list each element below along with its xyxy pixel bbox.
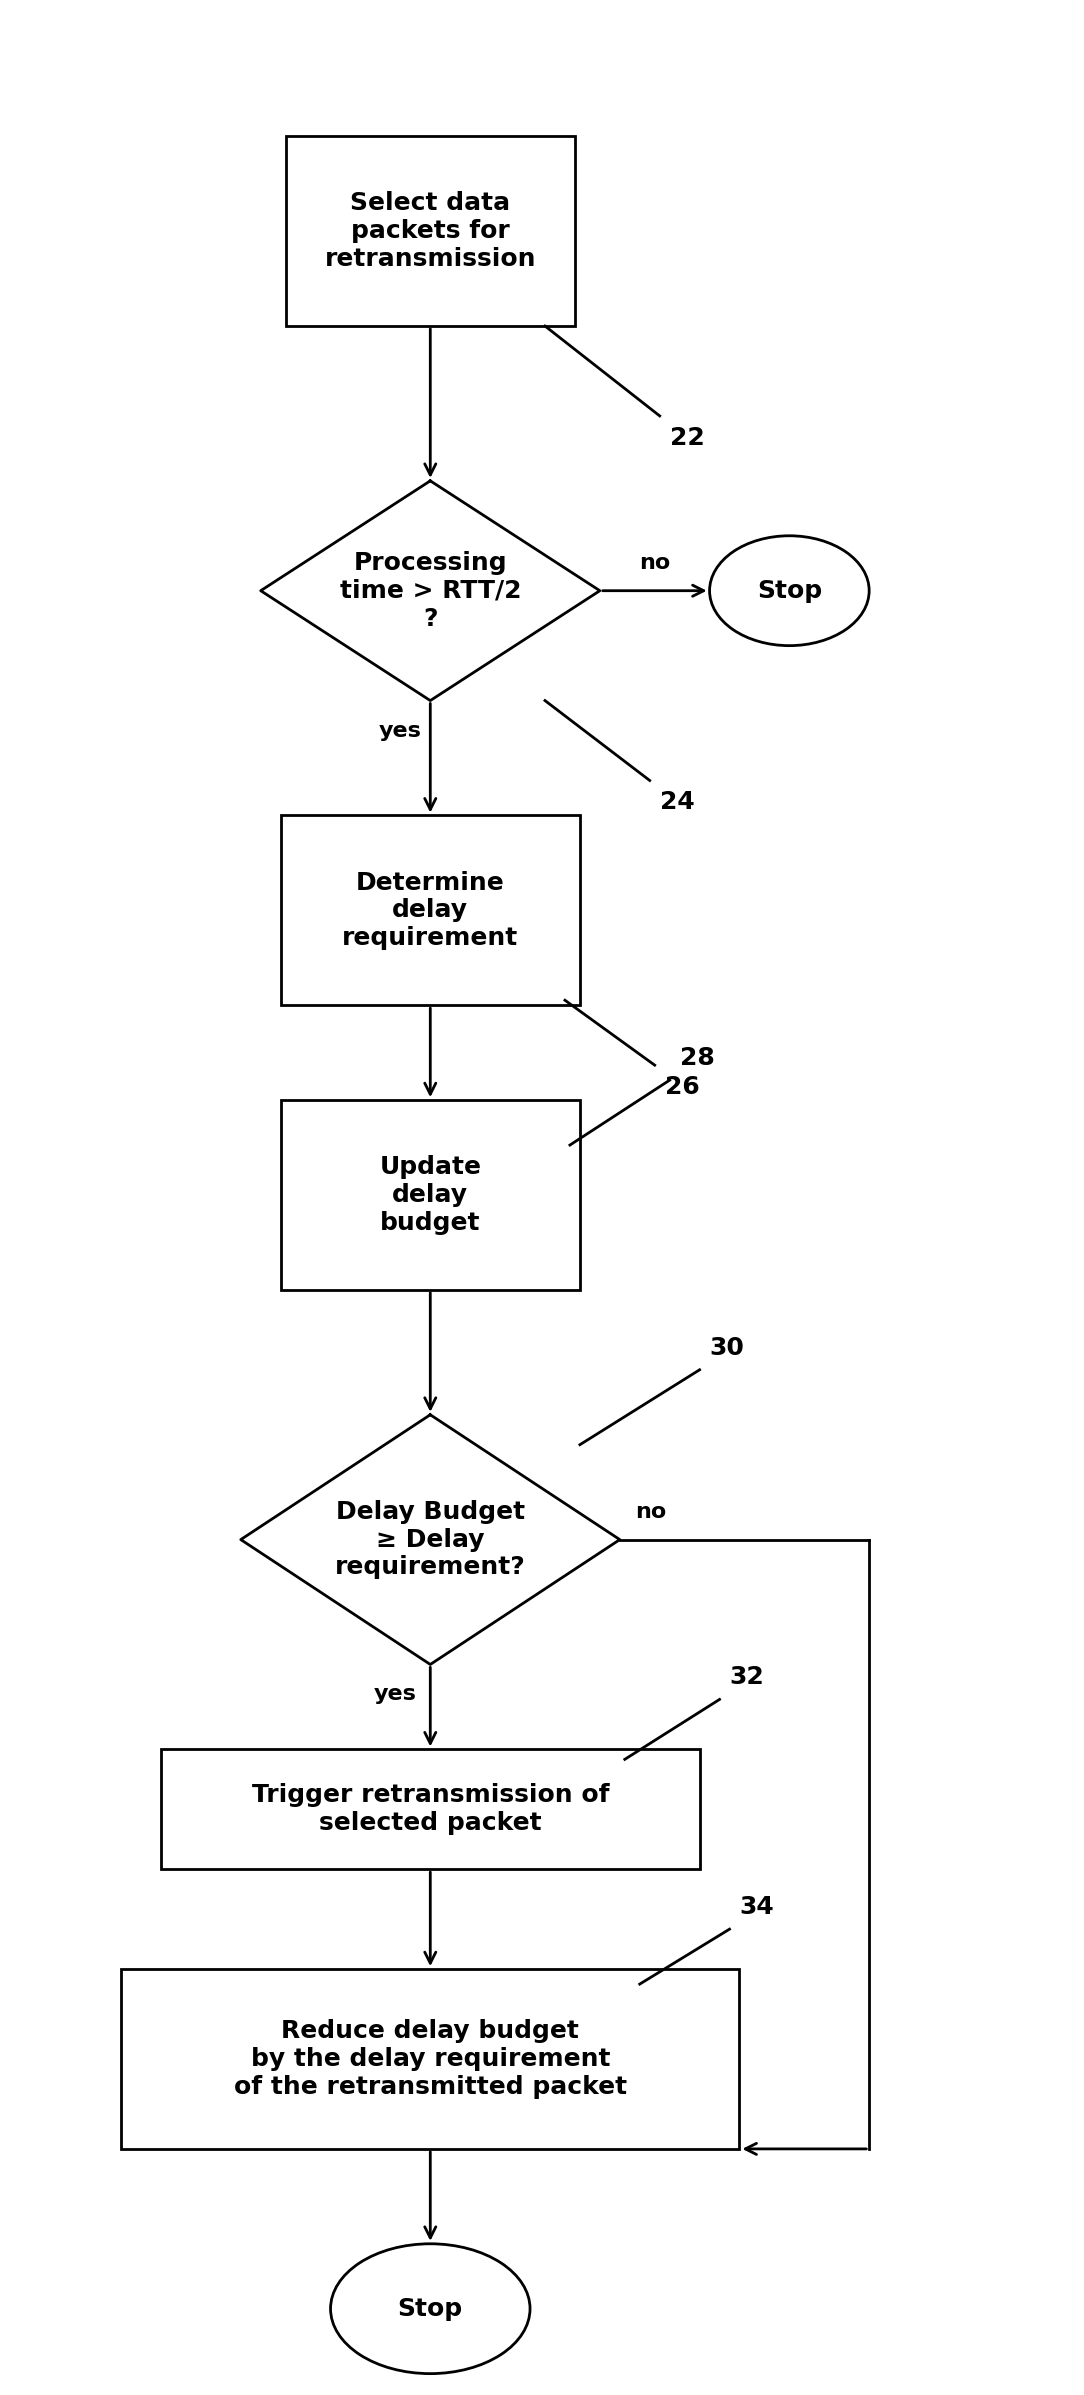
Text: 26: 26 [664, 1075, 699, 1099]
Text: 28: 28 [680, 1047, 714, 1071]
Text: 22: 22 [670, 426, 705, 450]
Text: Select data
packets for
retransmission: Select data packets for retransmission [324, 192, 535, 271]
Text: Stop: Stop [757, 580, 822, 604]
Text: Reduce delay budget
by the delay requirement
of the retransmitted packet: Reduce delay budget by the delay require… [234, 2019, 627, 2098]
Bar [121, 1969, 739, 2148]
Text: no: no [640, 553, 670, 572]
Bar [281, 814, 580, 1006]
Text: Stop: Stop [398, 2297, 463, 2321]
Bar [162, 1748, 699, 1868]
Text: yes: yes [379, 721, 422, 740]
Text: Delay Budget
≥ Delay
requirement?: Delay Budget ≥ Delay requirement? [335, 1499, 526, 1578]
Text: Update
delay
budget: Update delay budget [379, 1154, 481, 1236]
Text: 24: 24 [660, 790, 695, 814]
Text: 34: 34 [739, 1894, 774, 1918]
Bar [286, 137, 575, 326]
Bar [281, 1099, 580, 1291]
Text: Determine
delay
requirement: Determine delay requirement [343, 869, 518, 951]
Text: 32: 32 [730, 1665, 764, 1688]
Text: yes: yes [374, 1684, 417, 1705]
Text: 30: 30 [710, 1336, 745, 1360]
Text: Processing
time > RTT/2
?: Processing time > RTT/2 ? [339, 551, 521, 630]
Text: Trigger retransmission of
selected packet: Trigger retransmission of selected packe… [251, 1784, 609, 1835]
Text: no: no [635, 1502, 666, 1521]
